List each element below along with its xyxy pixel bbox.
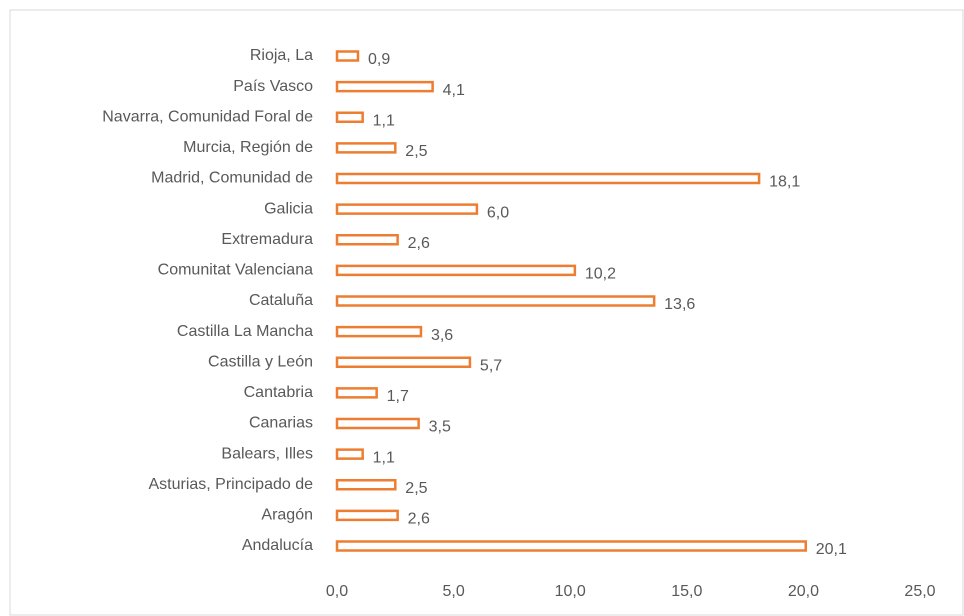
- data-label: 18,1: [769, 174, 800, 191]
- y-tick-label: Asturias, Principado de: [148, 476, 313, 493]
- data-label: 3,6: [431, 327, 453, 344]
- data-label: 1,7: [387, 388, 409, 405]
- data-label: 0,9: [368, 51, 390, 68]
- bar: [335, 540, 807, 552]
- bar: [335, 172, 761, 185]
- data-label: 5,7: [480, 357, 502, 374]
- y-tick-label: Extremadura: [221, 231, 313, 248]
- y-tick-label: Madrid, Comunidad de: [151, 170, 313, 187]
- bar: [335, 80, 434, 93]
- y-tick-label: Murcia, Región de: [183, 139, 313, 156]
- data-label: 4,1: [443, 82, 465, 99]
- bar: [335, 509, 399, 522]
- y-tick-label: Cantabria: [244, 384, 313, 401]
- y-tick-label: Comunitat Valenciana: [158, 262, 313, 279]
- x-tick-label: 5,0: [442, 583, 464, 600]
- y-tick-label: País Vasco: [233, 78, 313, 95]
- data-label: 1,1: [373, 112, 395, 129]
- bar: [335, 387, 378, 399]
- data-label: 6,0: [487, 204, 509, 221]
- y-tick-label: Castilla y León: [208, 353, 313, 370]
- data-label: 2,6: [408, 511, 430, 528]
- data-label: 2,5: [405, 480, 427, 497]
- y-tick-label: Galicia: [264, 200, 313, 217]
- bar: [335, 295, 656, 307]
- bar: [335, 142, 397, 154]
- bar: [335, 264, 577, 277]
- x-tick-label: 25,0: [904, 583, 935, 600]
- y-tick-label: Aragón: [261, 507, 313, 524]
- bar: [335, 448, 364, 460]
- chart-border: [9, 9, 964, 616]
- x-tick-label: 10,0: [555, 583, 586, 600]
- y-tick-label: Andalucía: [242, 537, 313, 554]
- x-tick-label: 20,0: [788, 583, 819, 600]
- bar: [335, 50, 360, 62]
- data-label: 1,1: [373, 449, 395, 466]
- bar: [335, 111, 364, 123]
- bar: [335, 325, 423, 338]
- y-tick-label: Balears, Illes: [221, 445, 313, 462]
- y-tick-label: Rioja, La: [250, 47, 313, 64]
- data-label: 3,5: [429, 419, 451, 436]
- bar: [335, 356, 472, 368]
- data-label: 20,1: [816, 541, 847, 558]
- bar: [335, 234, 399, 246]
- bar: [335, 479, 397, 491]
- data-label: 10,2: [585, 266, 616, 283]
- y-tick-label: Castilla La Mancha: [177, 323, 313, 340]
- y-tick-label: Cataluña: [249, 292, 313, 309]
- data-label: 2,5: [405, 143, 427, 160]
- data-label: 2,6: [408, 235, 430, 252]
- y-tick-label: Navarra, Comunidad Foral de: [102, 108, 313, 125]
- y-tick-label: Canarias: [249, 415, 313, 432]
- bar: [335, 203, 479, 215]
- bar: [335, 417, 420, 430]
- x-tick-label: 0,0: [326, 583, 348, 600]
- x-tick-label: 15,0: [671, 583, 702, 600]
- data-label: 13,6: [664, 296, 695, 313]
